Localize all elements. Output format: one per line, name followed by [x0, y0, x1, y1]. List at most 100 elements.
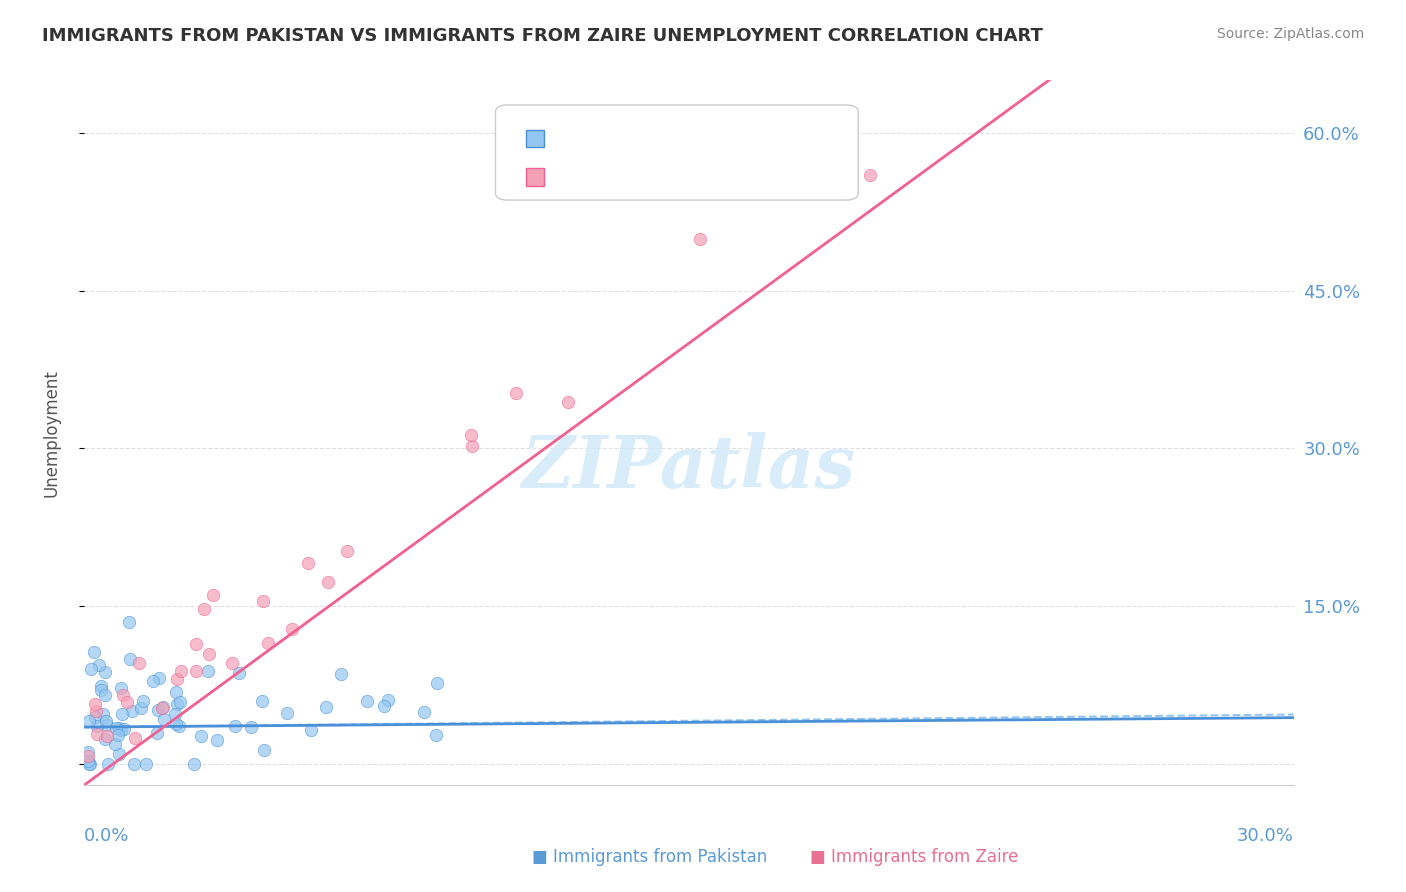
Point: [252, 594, 274, 608]
Bar: [526, 129, 544, 147]
Point: [94, 731, 117, 746]
Point: [90, 683, 112, 698]
Point: [253, 743, 276, 757]
Text: R = 0.910    N = 30: R = 0.910 N = 30: [550, 167, 713, 185]
Point: [128, 656, 150, 670]
Point: [297, 556, 319, 570]
Point: [91, 707, 114, 722]
Point: [425, 728, 447, 742]
Point: [83, 710, 105, 724]
Point: [110, 723, 132, 737]
Point: [108, 747, 131, 761]
Text: R = 0.187    N = 66: R = 0.187 N = 66: [550, 128, 711, 145]
Point: [124, 731, 146, 746]
Point: [96, 718, 118, 732]
Point: [197, 665, 219, 679]
FancyBboxPatch shape: [495, 105, 858, 200]
Point: [121, 704, 143, 718]
Point: [184, 637, 207, 651]
Point: [170, 664, 193, 678]
Point: [356, 694, 378, 708]
Point: [131, 701, 153, 715]
Point: [103, 737, 125, 751]
Point: [169, 695, 191, 709]
Point: [86, 704, 108, 718]
Point: [135, 756, 157, 771]
Point: [120, 652, 142, 666]
Point: [112, 688, 135, 702]
Point: [77, 714, 100, 728]
Point: [224, 719, 246, 733]
Point: [221, 656, 243, 670]
Point: [112, 722, 135, 736]
Point: [80, 662, 103, 676]
Point: [111, 706, 134, 721]
Point: [166, 672, 188, 686]
Point: [77, 745, 100, 759]
Point: [336, 544, 359, 558]
Point: [150, 700, 173, 714]
Point: [84, 697, 107, 711]
Point: [94, 665, 117, 679]
Point: [96, 729, 118, 743]
Point: [77, 756, 100, 771]
Point: [426, 676, 449, 690]
Point: [110, 681, 132, 695]
Point: [193, 602, 215, 616]
Bar: [526, 169, 544, 186]
Point: [77, 748, 100, 763]
Point: [132, 694, 155, 708]
Point: [183, 756, 205, 771]
Point: [93, 688, 115, 702]
Point: [250, 694, 273, 708]
Point: [165, 685, 187, 699]
Point: [97, 756, 120, 771]
Point: [118, 615, 141, 629]
Point: [256, 636, 278, 650]
Point: [146, 726, 169, 740]
Point: [107, 728, 129, 742]
Point: [165, 717, 187, 731]
Point: [108, 721, 131, 735]
Point: [198, 647, 221, 661]
Point: [186, 664, 208, 678]
Text: IMMIGRANTS FROM PAKISTAN VS IMMIGRANTS FROM ZAIRE UNEMPLOYMENT CORRELATION CHART: IMMIGRANTS FROM PAKISTAN VS IMMIGRANTS F…: [42, 27, 1043, 45]
Text: ■ Immigrants from Zaire: ■ Immigrants from Zaire: [810, 848, 1018, 866]
Point: [373, 699, 395, 714]
Point: [276, 706, 298, 720]
Point: [86, 727, 108, 741]
Point: [315, 700, 337, 714]
Point: [77, 754, 100, 768]
Point: [90, 679, 112, 693]
Point: [557, 395, 579, 409]
Point: [318, 575, 340, 590]
Point: [89, 658, 111, 673]
Point: [166, 697, 188, 711]
Text: 0.0%: 0.0%: [84, 827, 129, 846]
Point: [239, 720, 262, 734]
Point: [205, 732, 228, 747]
Point: [190, 729, 212, 743]
Point: [413, 705, 436, 719]
Point: [148, 702, 170, 716]
Text: ZIPatlas: ZIPatlas: [522, 433, 856, 503]
Text: Source: ZipAtlas.com: Source: ZipAtlas.com: [1216, 27, 1364, 41]
Point: [122, 756, 145, 771]
Point: [505, 386, 527, 401]
Point: [299, 723, 322, 737]
Point: [859, 168, 882, 182]
Point: [167, 719, 190, 733]
Point: [228, 665, 250, 680]
Point: [163, 706, 186, 721]
Point: [115, 695, 138, 709]
Point: [152, 700, 174, 714]
Point: [86, 719, 108, 733]
Text: ■ Immigrants from Pakistan: ■ Immigrants from Pakistan: [531, 848, 768, 866]
Point: [83, 644, 105, 658]
Point: [461, 440, 484, 454]
Text: 30.0%: 30.0%: [1237, 827, 1294, 846]
Point: [142, 673, 165, 688]
Point: [201, 588, 224, 602]
Point: [148, 671, 170, 685]
Y-axis label: Unemployment: Unemployment: [42, 368, 60, 497]
